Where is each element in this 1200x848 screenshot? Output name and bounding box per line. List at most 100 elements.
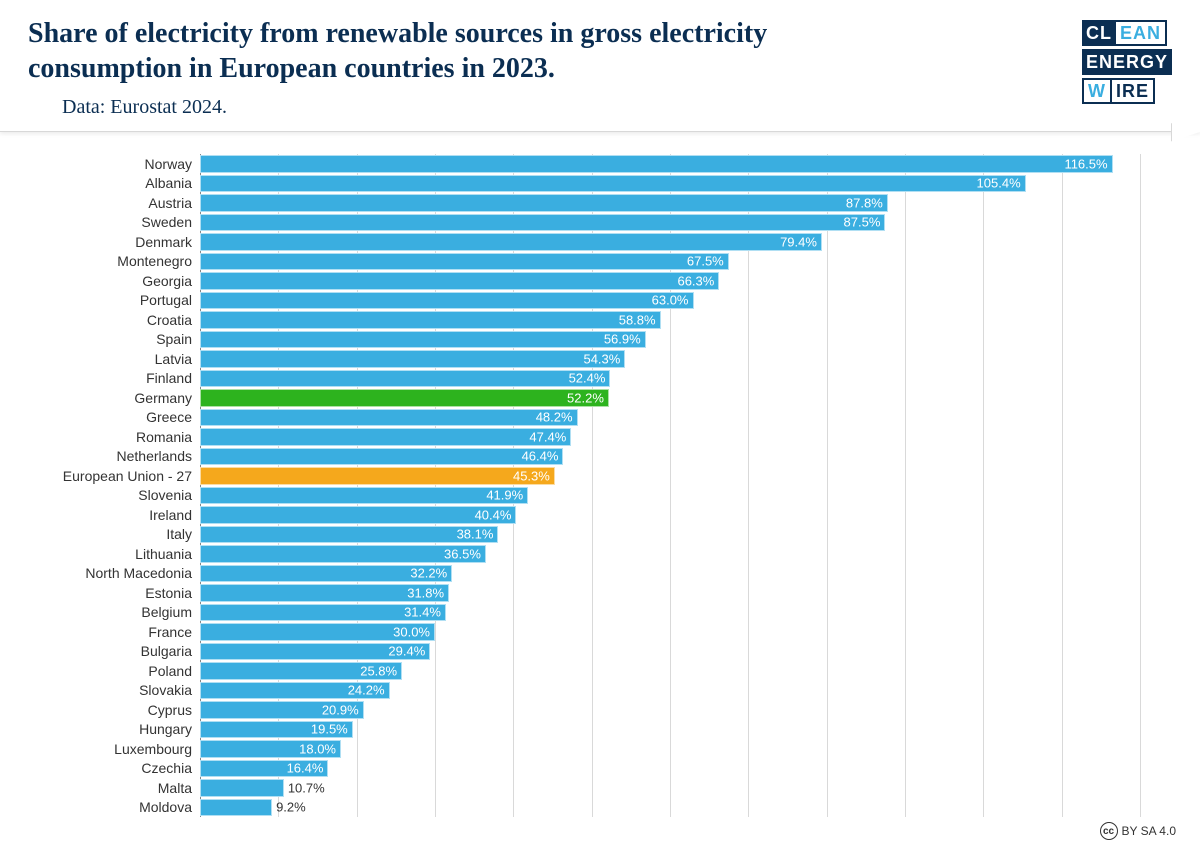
bar-row: 40.4% bbox=[30, 505, 1170, 525]
bar-row: 52.2% bbox=[30, 388, 1170, 408]
bar-row: 63.0% bbox=[30, 291, 1170, 311]
logo-seg-cl: CL bbox=[1082, 20, 1116, 46]
bar-value: 16.4% bbox=[287, 761, 324, 776]
bar-wrap: 52.2% bbox=[200, 388, 1140, 408]
bar-wrap: 16.4% bbox=[200, 759, 1140, 779]
bar-wrap: 116.5% bbox=[200, 154, 1140, 174]
bar: 25.8% bbox=[200, 662, 402, 680]
bar-value: 41.9% bbox=[486, 488, 523, 503]
bar-row: 16.4% bbox=[30, 759, 1170, 779]
bar-row: 38.1% bbox=[30, 525, 1170, 545]
bar-row: 20.9% bbox=[30, 700, 1170, 720]
bar-wrap: 20.9% bbox=[200, 700, 1140, 720]
bar-wrap: 66.3% bbox=[200, 271, 1140, 291]
bar-row: 58.8% bbox=[30, 310, 1170, 330]
bar-value: 18.0% bbox=[299, 741, 336, 756]
page-subtitle: Data: Eurostat 2024. bbox=[62, 96, 928, 119]
bar: 87.5% bbox=[200, 214, 885, 232]
bar-value: 105.4% bbox=[977, 176, 1021, 191]
bar-wrap: 41.9% bbox=[200, 486, 1140, 506]
bar-value: 30.0% bbox=[393, 624, 430, 639]
bar-value: 45.3% bbox=[513, 468, 550, 483]
title-block: Share of electricity from renewable sour… bbox=[28, 16, 928, 119]
bar-row: 24.2% bbox=[30, 681, 1170, 701]
bar-value: 9.2% bbox=[276, 800, 306, 815]
bar-wrap: 31.8% bbox=[200, 583, 1140, 603]
bar: 31.8% bbox=[200, 584, 449, 602]
logo-row-2: ENERGY bbox=[1082, 49, 1172, 75]
bar-value: 66.3% bbox=[677, 273, 714, 288]
bar-wrap: 87.5% bbox=[200, 213, 1140, 233]
bar-row: 46.4% bbox=[30, 447, 1170, 467]
bar-row: 9.2% bbox=[30, 798, 1170, 818]
bar-row: 79.4% bbox=[30, 232, 1170, 252]
logo-seg-ire: IRE bbox=[1112, 78, 1155, 104]
bar-row: 25.8% bbox=[30, 661, 1170, 681]
bar-wrap: 36.5% bbox=[200, 544, 1140, 564]
bar-value: 46.4% bbox=[522, 449, 559, 464]
bar: 29.4% bbox=[200, 643, 430, 661]
bar: 87.8% bbox=[200, 194, 888, 212]
logo-seg-ean: EAN bbox=[1116, 20, 1167, 46]
bar-row: 32.2% bbox=[30, 564, 1170, 584]
bar: 19.5% bbox=[200, 721, 353, 739]
bar-value: 52.4% bbox=[569, 371, 606, 386]
bar-wrap: 87.8% bbox=[200, 193, 1140, 213]
bar-value: 87.5% bbox=[844, 215, 881, 230]
bar-value: 52.2% bbox=[567, 390, 604, 405]
bar: 20.9% bbox=[200, 701, 364, 719]
bar-value: 87.8% bbox=[846, 195, 883, 210]
bar-value: 24.2% bbox=[348, 683, 385, 698]
bar: 116.5% bbox=[200, 155, 1113, 173]
bar: 24.2% bbox=[200, 682, 390, 700]
bar-wrap: 10.7% bbox=[200, 778, 1140, 798]
bar: 36.5% bbox=[200, 545, 486, 563]
bar-value: 58.8% bbox=[619, 312, 656, 327]
bar-row: 52.4% bbox=[30, 369, 1170, 389]
bar: 66.3% bbox=[200, 272, 719, 290]
bar: 79.4% bbox=[200, 233, 822, 251]
bar-wrap: 45.3% bbox=[200, 466, 1140, 486]
bar-value: 25.8% bbox=[360, 663, 397, 678]
bar-value: 40.4% bbox=[475, 507, 512, 522]
bar-wrap: 25.8% bbox=[200, 661, 1140, 681]
bar-value: 56.9% bbox=[604, 332, 641, 347]
bar-row: 31.4% bbox=[30, 603, 1170, 623]
bar-wrap: 54.3% bbox=[200, 349, 1140, 369]
bar-value: 36.5% bbox=[444, 546, 481, 561]
bar-wrap: 63.0% bbox=[200, 291, 1140, 311]
header: Share of electricity from renewable sour… bbox=[0, 0, 1200, 132]
bar: 48.2% bbox=[200, 409, 578, 427]
bar-row: 87.8% bbox=[30, 193, 1170, 213]
bar-wrap: 24.2% bbox=[200, 681, 1140, 701]
logo-row-1: CL EAN bbox=[1082, 20, 1172, 46]
bar-row: 45.3% bbox=[30, 466, 1170, 486]
bar: 45.3% bbox=[200, 467, 555, 485]
bar-row: 47.4% bbox=[30, 427, 1170, 447]
bar-value: 67.5% bbox=[687, 254, 724, 269]
bar-row: 67.5% bbox=[30, 252, 1170, 272]
bar: 105.4% bbox=[200, 175, 1026, 193]
bar-row: 31.8% bbox=[30, 583, 1170, 603]
brand-logo: CL EAN ENERGY W IRE bbox=[1082, 16, 1172, 104]
bar-value: 79.4% bbox=[780, 234, 817, 249]
bar-value: 63.0% bbox=[652, 293, 689, 308]
bar-value: 31.4% bbox=[404, 605, 441, 620]
bar bbox=[200, 799, 272, 817]
bar: 56.9% bbox=[200, 331, 646, 349]
bar: 58.8% bbox=[200, 311, 661, 329]
bar: 16.4% bbox=[200, 760, 328, 778]
bar-wrap: 30.0% bbox=[200, 622, 1140, 642]
bar-wrap: 29.4% bbox=[200, 642, 1140, 662]
renewables-bar-chart: Norway116.5%Albania105.4%Austria87.8%Swe… bbox=[30, 154, 1170, 817]
bar-row: 36.5% bbox=[30, 544, 1170, 564]
bar: 38.1% bbox=[200, 526, 498, 544]
bar-row: 54.3% bbox=[30, 349, 1170, 369]
bar-row: 29.4% bbox=[30, 642, 1170, 662]
bar-wrap: 32.2% bbox=[200, 564, 1140, 584]
bar: 31.4% bbox=[200, 604, 446, 622]
bar-wrap: 31.4% bbox=[200, 603, 1140, 623]
bar bbox=[200, 779, 284, 797]
bar-wrap: 79.4% bbox=[200, 232, 1140, 252]
bar-value: 19.5% bbox=[311, 722, 348, 737]
